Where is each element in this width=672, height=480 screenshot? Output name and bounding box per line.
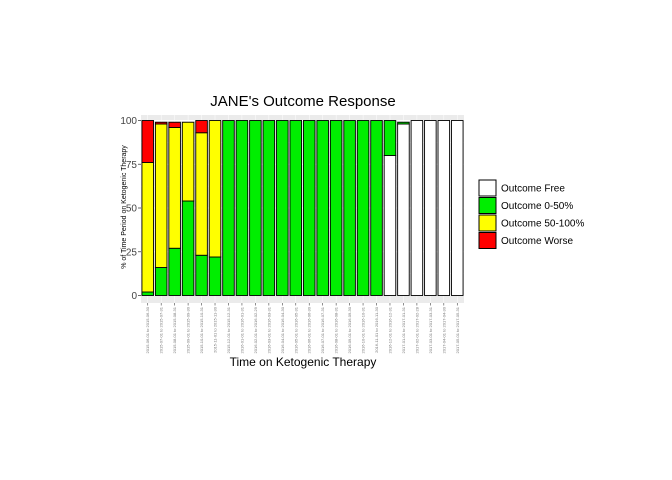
x-tick-label: 2016-06-01 to 2016-06-30 <box>307 306 312 353</box>
x-tick-label: 2015-07-01 to 2015-07-31 <box>159 306 164 353</box>
bar-segment <box>424 120 437 296</box>
bar-segment <box>356 120 370 296</box>
bar-segment <box>451 120 464 296</box>
x-tick-label: 2015-12-01 to 2015-12-31 <box>226 306 231 353</box>
x-tick-label: 2015-08-01 to 2015-08-31 <box>172 306 177 353</box>
bar-segment <box>235 120 249 296</box>
legend-label: Outcome Worse <box>501 236 573 247</box>
bar-segment <box>329 120 343 296</box>
legend-swatch <box>478 232 497 249</box>
y-tick-label: 0 <box>131 291 137 302</box>
bars <box>141 120 464 296</box>
y-tick-label: 25 <box>126 247 138 258</box>
x-tick-label: 2016-12-01 to 2016-12-31 <box>387 306 392 353</box>
legend-label: Outcome Free <box>501 184 565 195</box>
bar-segment <box>195 254 208 296</box>
bar-segment <box>141 162 154 293</box>
bar-segment <box>302 120 316 296</box>
x-tick-label: 2017-04-01 to 2017-04-30 <box>441 306 446 353</box>
bar-segment <box>410 120 424 296</box>
bar-segment <box>141 120 154 163</box>
x-tick-label: 2015-09-01 to 2015-09-30 <box>186 306 191 353</box>
legend-label: Outcome 0-50% <box>501 201 573 212</box>
bar-segment <box>154 267 168 296</box>
bar-segment <box>195 120 208 134</box>
bar-segment <box>141 291 154 296</box>
bar-segment <box>383 155 397 296</box>
bar-segment <box>208 256 222 296</box>
bar-segment <box>249 120 262 296</box>
y-tick-label: 75 <box>126 160 138 171</box>
plot-panel <box>141 115 464 303</box>
bar-segment <box>383 120 397 156</box>
x-tick-label: 2015-06-01 to 2015-06-30 <box>145 306 150 353</box>
x-axis: 2015-06-01 to 2015-06-30 2015-07-01 to 20… <box>145 303 460 353</box>
legend-swatch <box>478 179 497 197</box>
y-tick-label: 50 <box>126 204 138 215</box>
x-tick-label: 2016-09-01 to 2016-09-30 <box>347 306 352 353</box>
chart-title: JANE's Outcome Response <box>210 93 395 110</box>
bar-segment <box>343 120 356 296</box>
bar-segment <box>316 120 329 296</box>
legend-swatch <box>478 197 497 214</box>
bar-segment <box>437 120 451 296</box>
bar-segment <box>222 120 235 296</box>
x-tick-label: 2016-10-01 to 2016-10-31 <box>361 306 366 353</box>
x-tick-label: 2016-02-01 to 2016-02-29 <box>253 306 258 353</box>
bar-segment <box>168 247 181 296</box>
bar-segment <box>397 123 410 296</box>
bar-segment <box>154 121 168 125</box>
x-tick-label: 2016-04-01 to 2016-04-30 <box>280 306 285 353</box>
x-tick-label: 2017-05-01 to 2017-05-31 <box>455 306 460 353</box>
bar-segment <box>181 200 195 296</box>
bar-segment <box>262 120 276 296</box>
x-tick-label: 2015-11-01 to 2015-11-30 <box>213 306 218 353</box>
legend: Outcome Free Outcome 0-50% Outcome 50-100%… <box>478 179 584 249</box>
bar-segment <box>208 120 222 258</box>
x-tick-label: 2016-11-01 to 2016-11-30 <box>374 306 379 353</box>
bar-segment <box>168 127 181 249</box>
bar-segment <box>181 121 195 202</box>
bar-segment <box>154 123 168 268</box>
bar-segment <box>168 121 181 128</box>
x-tick-label: 2016-05-01 to 2016-05-31 <box>293 306 298 353</box>
legend-label: Outcome 50-100% <box>501 219 584 230</box>
bar-segment <box>397 121 410 125</box>
y-tick-label: 100 <box>120 116 137 127</box>
bar-segment <box>370 120 383 296</box>
y-axis: 0 25 50 75 100 <box>120 116 141 302</box>
x-tick-label: 2016-07-01 to 2016-07-31 <box>320 306 325 353</box>
x-tick-label: 2015-10-01 to 2015-10-31 <box>199 306 204 353</box>
x-tick-label: 2016-01-01 to 2016-01-31 <box>239 306 244 353</box>
y-axis-title: % of Time Period on Ketogenic Therapy <box>121 145 128 269</box>
bar-segment <box>276 120 289 296</box>
bar-segment <box>195 132 208 256</box>
x-tick-label: 2017-03-01 to 2017-03-31 <box>428 306 433 353</box>
legend-swatch <box>478 214 497 232</box>
x-tick-label: 2016-08-01 to 2016-08-31 <box>334 306 339 353</box>
x-axis-title: Time on Ketogenic Therapy <box>230 355 377 369</box>
bar-segment <box>289 120 303 296</box>
x-tick-label: 2017-02-01 to 2017-02-28 <box>414 306 419 353</box>
x-tick-label: 2016-03-01 to 2016-03-31 <box>266 306 271 353</box>
x-tick-label: 2017-01-01 to 2017-01-31 <box>401 306 406 353</box>
